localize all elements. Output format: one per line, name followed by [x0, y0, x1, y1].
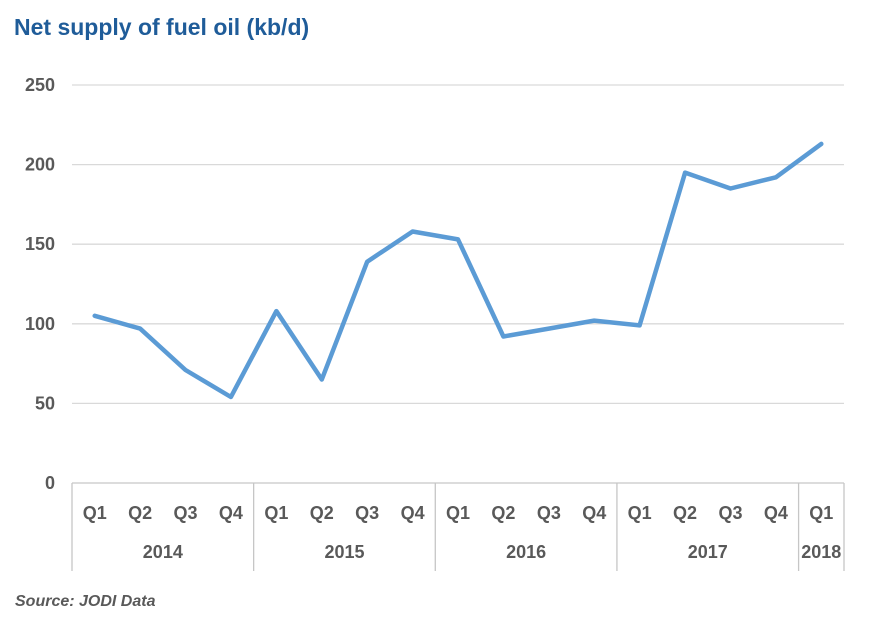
x-tick-label-2015-Q2: Q2: [310, 503, 334, 523]
source-note: Source: JODI Data: [15, 593, 156, 610]
y-tick-label-0: 0: [45, 473, 55, 493]
x-tick-label-2017-Q1: Q1: [628, 503, 652, 523]
data-line-net-supply: [92, 141, 824, 400]
y-tick-label-100: 100: [25, 314, 55, 334]
x-tick-label-2016-Q1: Q1: [446, 503, 470, 523]
x-tick-label-2016-Q3: Q3: [537, 503, 561, 523]
x-tick-label-2017-Q3: Q3: [718, 503, 742, 523]
x-tick-label-2014-Q2: Q2: [128, 503, 152, 523]
x-tick-label-2015-Q3: Q3: [355, 503, 379, 523]
y-tick-label-150: 150: [25, 234, 55, 254]
x-tick-label-2014-Q4: Q4: [219, 503, 243, 523]
data-series-group: [92, 141, 824, 400]
gridlines-group: [72, 84, 844, 484]
year-label-2016: 2016: [506, 542, 546, 562]
year-label-2018: 2018: [801, 542, 841, 562]
x-tick-label-2014-Q1: Q1: [83, 503, 107, 523]
x-tick-label-2018-Q1: Q1: [809, 503, 833, 523]
year-label-2014: 2014: [143, 542, 183, 562]
year-label-2015: 2015: [324, 542, 364, 562]
year-label-2017: 2017: [688, 542, 728, 562]
y-tick-label-250: 250: [25, 75, 55, 95]
x-tick-label-2016-Q2: Q2: [491, 503, 515, 523]
x-tick-label-2017-Q2: Q2: [673, 503, 697, 523]
x-axis-table-group: Q1 Q2 Q3 Q4 2014 Q1 Q2 Q3 Q4 2015 Q1 Q2 Q3 Q4 2016 Q1 Q2…: [71, 483, 845, 571]
chart-title: Net supply of fuel oil (kb/d): [14, 14, 310, 40]
x-tick-label-2015-Q1: Q1: [264, 503, 288, 523]
x-tick-label-2014-Q3: Q3: [174, 503, 198, 523]
y-tick-label-200: 200: [25, 155, 55, 175]
y-tick-label-50: 50: [35, 393, 55, 413]
x-tick-label-2017-Q4: Q4: [764, 503, 788, 523]
x-tick-label-2016-Q4: Q4: [582, 503, 606, 523]
x-tick-label-2015-Q4: Q4: [401, 503, 425, 523]
y-axis-labels-group: 0 50 100 150 200 250: [25, 75, 55, 493]
